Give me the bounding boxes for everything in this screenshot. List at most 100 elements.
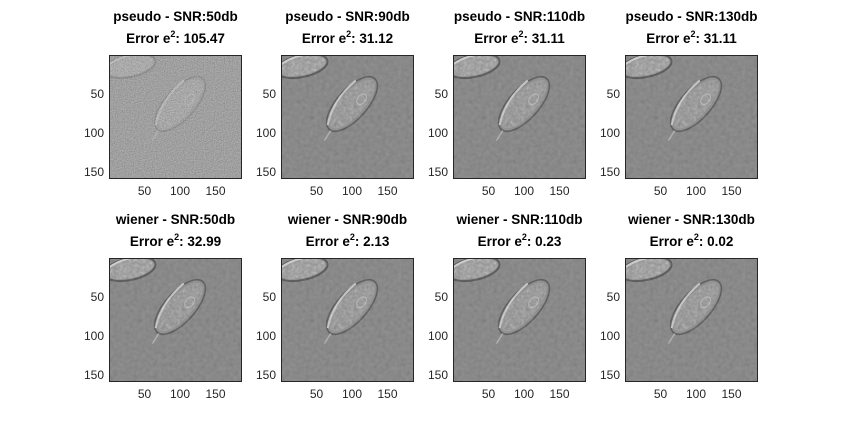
x-tick-label: 150 [549,184,570,198]
y-tick-label: 50 [90,290,104,304]
x-tick-label: 150 [205,184,226,198]
image-plot [282,259,413,381]
x-tick-label: 150 [377,184,398,198]
error-superscript: 2 [174,232,180,242]
panel-title: wiener - SNR:50db [115,212,236,227]
y-tick-label: 150 [255,368,276,382]
y-tick-label: 50 [606,87,620,101]
panel-error-label: Error e2: 0.02 [605,232,778,250]
panel-error-label: Error e2: 31.11 [433,29,606,47]
error-superscript: 2 [690,29,696,39]
image-axes [453,55,586,179]
image-plot [626,259,757,381]
error-value: : 2.13 [354,234,390,249]
error-prefix: Error e [477,234,522,249]
image-axes [625,55,758,179]
y-tick-label: 100 [427,329,448,343]
error-prefix: Error e [126,31,171,46]
image-plot [282,56,413,178]
x-tick-label: 50 [137,387,152,401]
y-tick-label: 50 [262,87,276,101]
y-tick-label: 100 [427,126,448,140]
x-tick-label: 50 [309,387,324,401]
error-value: : 105.47 [175,31,225,46]
y-tick-label: 150 [427,368,448,382]
x-tick-label: 100 [685,184,707,198]
error-value: : 32.99 [179,234,222,249]
image-noise [454,56,585,178]
error-value: : 31.11 [695,31,737,46]
y-tick-label: 50 [434,290,448,304]
y-tick-label: 150 [83,165,104,179]
panel-error-label: Error e2: 32.99 [89,232,262,250]
x-tick-label: 50 [137,184,152,198]
error-prefix: Error e [649,234,694,249]
image-axes [109,258,242,382]
error-superscript: 2 [349,232,355,242]
error-prefix: Error e [301,31,347,46]
panel-error-label: Error e2: 0.23 [433,232,606,250]
image-plot [110,56,241,178]
error-superscript: 2 [521,232,527,242]
image-plot [454,56,585,178]
panel-title: wiener - SNR:90db [287,212,408,227]
y-tick-label: 100 [599,126,620,140]
image-noise [282,259,413,381]
x-tick-label: 100 [513,184,535,198]
image-noise [626,56,757,178]
image-noise [626,259,757,381]
error-prefix: Error e [646,31,691,46]
image-noise [454,259,585,381]
image-axes [625,258,758,382]
y-tick-label: 150 [599,165,620,179]
panel-title: wiener - SNR:110db [456,212,583,227]
x-tick-label: 100 [513,387,535,401]
error-superscript: 2 [170,29,176,39]
panel-title: pseudo - SNR:110db [453,9,586,24]
x-tick-label: 100 [685,387,707,401]
error-prefix: Error e [305,234,350,249]
y-tick-label: 50 [90,87,104,101]
image-axes [281,258,414,382]
y-tick-label: 150 [427,165,448,179]
error-superscript: 2 [518,29,524,39]
x-tick-label: 100 [341,184,363,198]
y-tick-label: 150 [599,368,620,382]
y-tick-label: 100 [255,329,276,343]
panel-error-label: Error e2: 31.12 [261,29,434,47]
error-value: : 0.02 [698,234,734,249]
x-tick-label: 100 [341,387,363,401]
x-tick-label: 150 [721,387,742,401]
image-axes [109,55,242,179]
x-tick-label: 50 [653,184,668,198]
error-prefix: Error e [129,234,175,249]
error-value: : 31.11 [523,31,565,46]
error-prefix: Error e [474,31,519,46]
x-tick-label: 50 [481,184,496,198]
y-tick-label: 100 [83,329,104,343]
panel-error-label: Error e2: 2.13 [261,232,434,250]
error-superscript: 2 [693,232,699,242]
y-tick-label: 150 [255,165,276,179]
image-plot [626,56,757,178]
y-tick-label: 100 [83,126,104,140]
image-noise [110,56,241,178]
x-tick-label: 150 [205,387,226,401]
y-tick-label: 50 [434,87,448,101]
panel-title: pseudo - SNR:90db [285,9,410,24]
x-tick-label: 50 [309,184,324,198]
image-plot [110,259,241,381]
image-noise [282,56,413,178]
error-superscript: 2 [346,29,352,39]
x-tick-label: 50 [481,387,496,401]
image-axes [453,258,586,382]
x-tick-label: 150 [721,184,742,198]
x-tick-label: 100 [169,184,191,198]
y-tick-label: 50 [262,290,276,304]
panel-title: pseudo - SNR:130db [625,9,758,24]
y-tick-label: 100 [255,126,276,140]
x-tick-label: 150 [377,387,398,401]
image-axes [281,55,414,179]
y-tick-label: 150 [83,368,104,382]
panel-error-label: Error e2: 31.11 [605,29,778,47]
